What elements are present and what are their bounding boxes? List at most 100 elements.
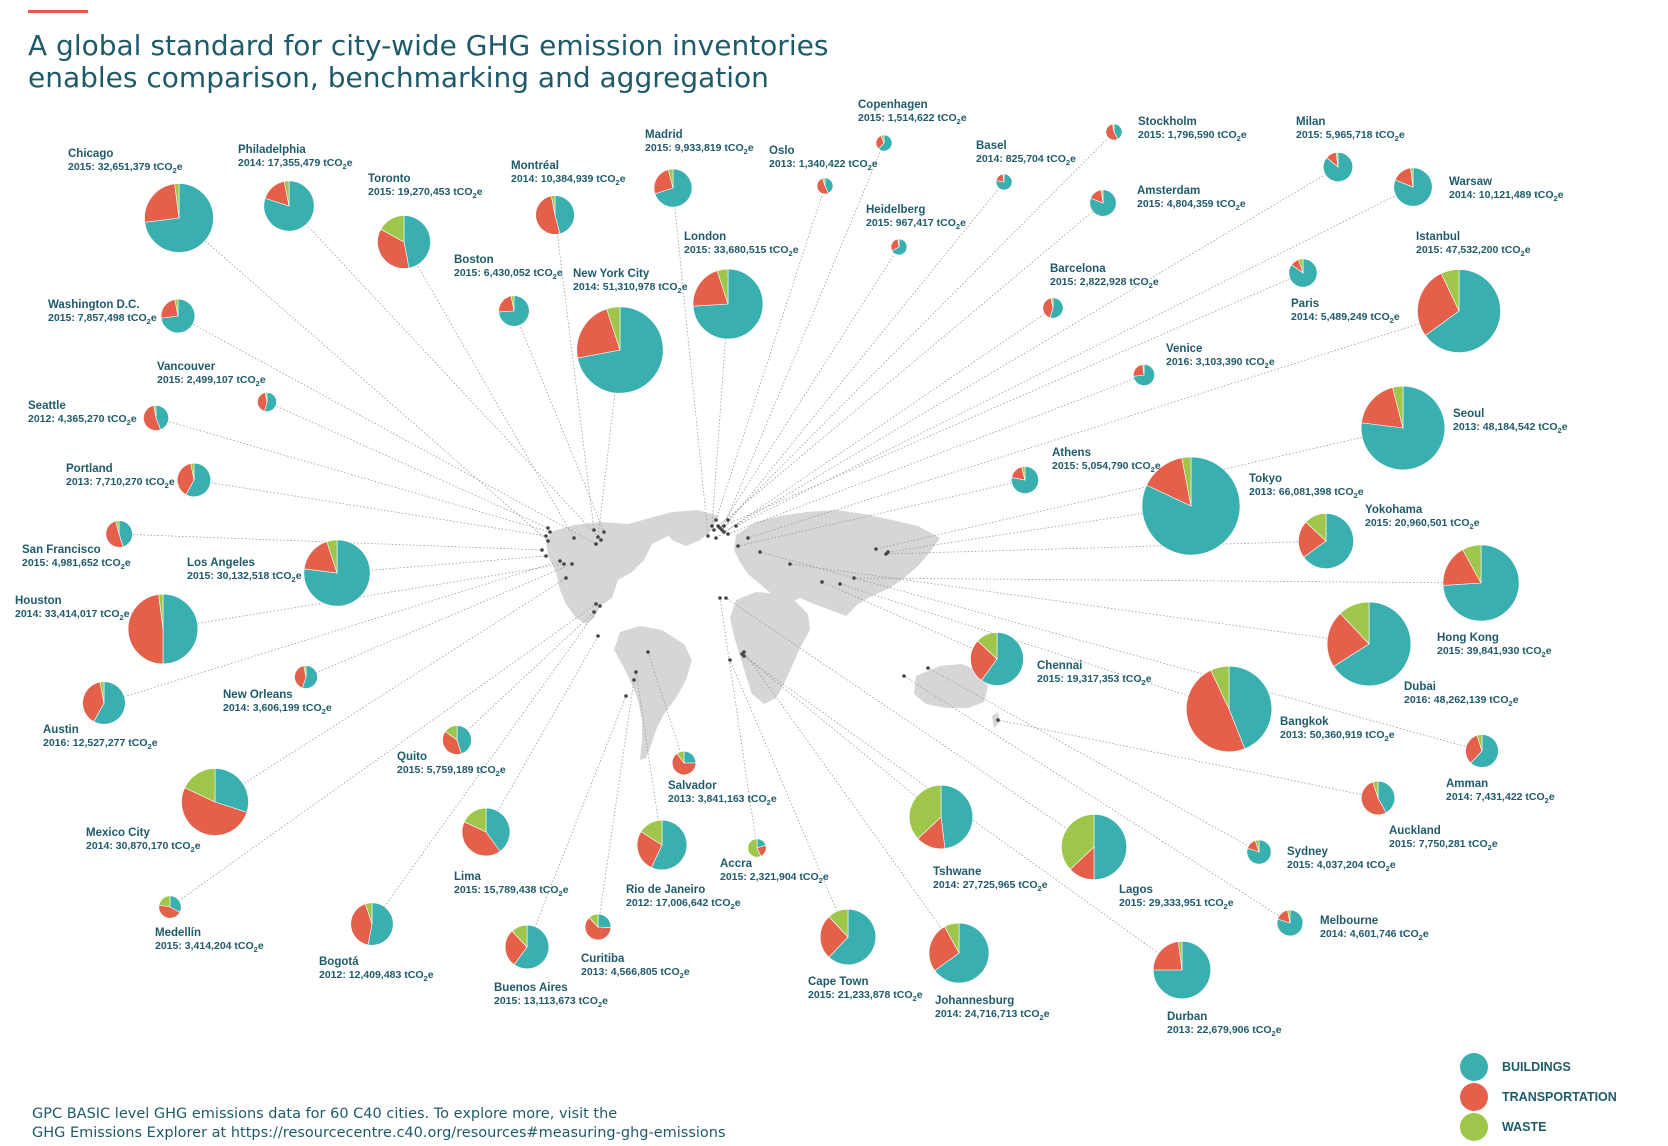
city-dot-amman — [758, 550, 762, 554]
city-unit-suffix: e — [1153, 276, 1159, 288]
city-unit-suffix: e — [1146, 673, 1152, 685]
pie-slice-dubai-transportation — [1326, 613, 1370, 667]
city-value-separator: : — [1160, 198, 1166, 210]
city-value-separator: : — [743, 871, 749, 883]
pie-slice-istanbul-waste — [1440, 269, 1460, 312]
pie-copenhagen — [875, 134, 893, 152]
city-dot-athens — [736, 544, 740, 548]
pie-slice-london-transportation — [692, 270, 729, 307]
pie-slice-oslo-buildings — [824, 177, 834, 194]
pie-slice-amman-transportation — [1465, 734, 1483, 764]
city-year-salvador: 2013 — [668, 793, 692, 805]
legend-item-buildings: BUILDINGS — [1460, 1052, 1617, 1082]
pie-athens — [1011, 466, 1039, 494]
pie-slice-quito-transportation — [442, 731, 462, 755]
leader-line-athens — [737, 479, 1026, 547]
city-value-montreal: 2014: 10,384,939 tCO2e — [511, 173, 626, 187]
pie-lima — [461, 807, 511, 857]
pie-rio-de-janeiro — [636, 819, 688, 871]
city-dot-dubai — [788, 562, 792, 566]
city-name-houston: Houston — [15, 595, 62, 607]
leader-line-milan — [723, 166, 1339, 533]
city-unit-portland: tCO — [143, 476, 165, 488]
city-unit-subscript: 2 — [1038, 884, 1042, 893]
city-year-basel: 2014 — [976, 153, 1000, 165]
city-value-chicago: 2015: 32,651,379 tCO2e — [68, 161, 183, 175]
pie-slice-heidelberg-waste — [897, 238, 900, 248]
pie-slice-lima-transportation — [461, 821, 501, 857]
pie-slice-basel-transportation — [995, 173, 1005, 183]
pie-slice-tokyo-waste — [1181, 456, 1192, 507]
city-total-melbourne: 4,601,746 — [1350, 928, 1397, 940]
city-unit-suffix: e — [735, 897, 741, 909]
pie-slice-seattle-transportation — [143, 405, 162, 431]
city-unit-seattle: tCO — [105, 413, 127, 425]
city-unit-subscript: 2 — [1385, 734, 1389, 743]
city-value-separator: : — [66, 737, 72, 749]
pie-accra — [747, 838, 767, 858]
city-unit-athens: tCO — [1129, 460, 1151, 472]
pie-slice-toronto-waste — [380, 215, 405, 243]
leader-line-basel — [721, 181, 1005, 531]
city-dot-oslo — [714, 518, 718, 522]
city-value-stockholm: 2015: 1,796,590 tCO2e — [1138, 129, 1247, 143]
pie-slice-chicago-transportation — [144, 183, 180, 223]
city-unit-chennai: tCO — [1119, 673, 1141, 685]
pie-slice-sydney-waste — [1254, 839, 1260, 853]
city-total-paris: 5,489,249 — [1321, 311, 1368, 323]
city-year-amsterdam: 2015 — [1137, 198, 1161, 210]
pie-slice-boston-waste — [510, 295, 515, 312]
pie-curitiba — [584, 913, 612, 941]
city-unit-philadelphia: tCO — [320, 157, 342, 169]
city-dot-milan — [722, 530, 726, 534]
city-unit-subscript: 2 — [868, 163, 872, 172]
city-name-oslo: Oslo — [769, 145, 795, 157]
africa-landmass — [730, 592, 810, 704]
city-unit-subscript: 2 — [1395, 134, 1399, 143]
city-year-istanbul: 2015 — [1416, 244, 1440, 256]
pie-slice-curitiba-transportation — [584, 917, 612, 941]
city-value-separator: : — [391, 186, 397, 198]
city-unit-subscript: 2 — [1554, 194, 1558, 203]
city-unit-montreal: tCO — [593, 173, 615, 185]
city-unit-subscript: 2 — [1151, 465, 1155, 474]
pie-slice-austin-waste — [99, 681, 105, 704]
city-unit-durban: tCO — [1249, 1024, 1271, 1036]
city-total-new-york-city: 51,310,978 — [603, 281, 656, 293]
pie-slice-madrid-buildings — [654, 168, 693, 208]
city-location-dots — [540, 518, 1000, 722]
city-dot-salvador — [646, 650, 650, 654]
leader-line-san-francisco — [118, 533, 543, 551]
city-name-johannesburg: Johannesburg — [935, 995, 1014, 1007]
leader-line-durban — [743, 655, 1183, 971]
pie-quito — [442, 725, 472, 755]
city-unit-suffix: e — [1042, 879, 1048, 891]
city-year-rio-de-janeiro: 2012 — [626, 897, 650, 909]
pie-slice-istanbul-buildings — [1424, 269, 1501, 353]
pie-slice-amman-buildings — [1470, 734, 1499, 768]
city-dot-hong-kong — [852, 576, 856, 580]
leader-line-warsaw — [735, 186, 1414, 527]
pie-slice-buenos-aires-buildings — [513, 924, 550, 970]
city-unit-subscript: 2 — [553, 272, 557, 281]
city-value-separator: : — [1319, 129, 1325, 141]
city-value-seattle: 2012: 4,365,270 tCO2e — [28, 413, 137, 427]
city-year-curitiba: 2013 — [581, 966, 605, 978]
pie-slice-chicago-waste — [174, 183, 180, 219]
city-value-salvador: 2013: 3,841,163 tCO2e — [668, 793, 777, 807]
pie-slice-toronto-transportation — [377, 228, 410, 269]
city-unit-subscript: 2 — [1149, 281, 1153, 290]
